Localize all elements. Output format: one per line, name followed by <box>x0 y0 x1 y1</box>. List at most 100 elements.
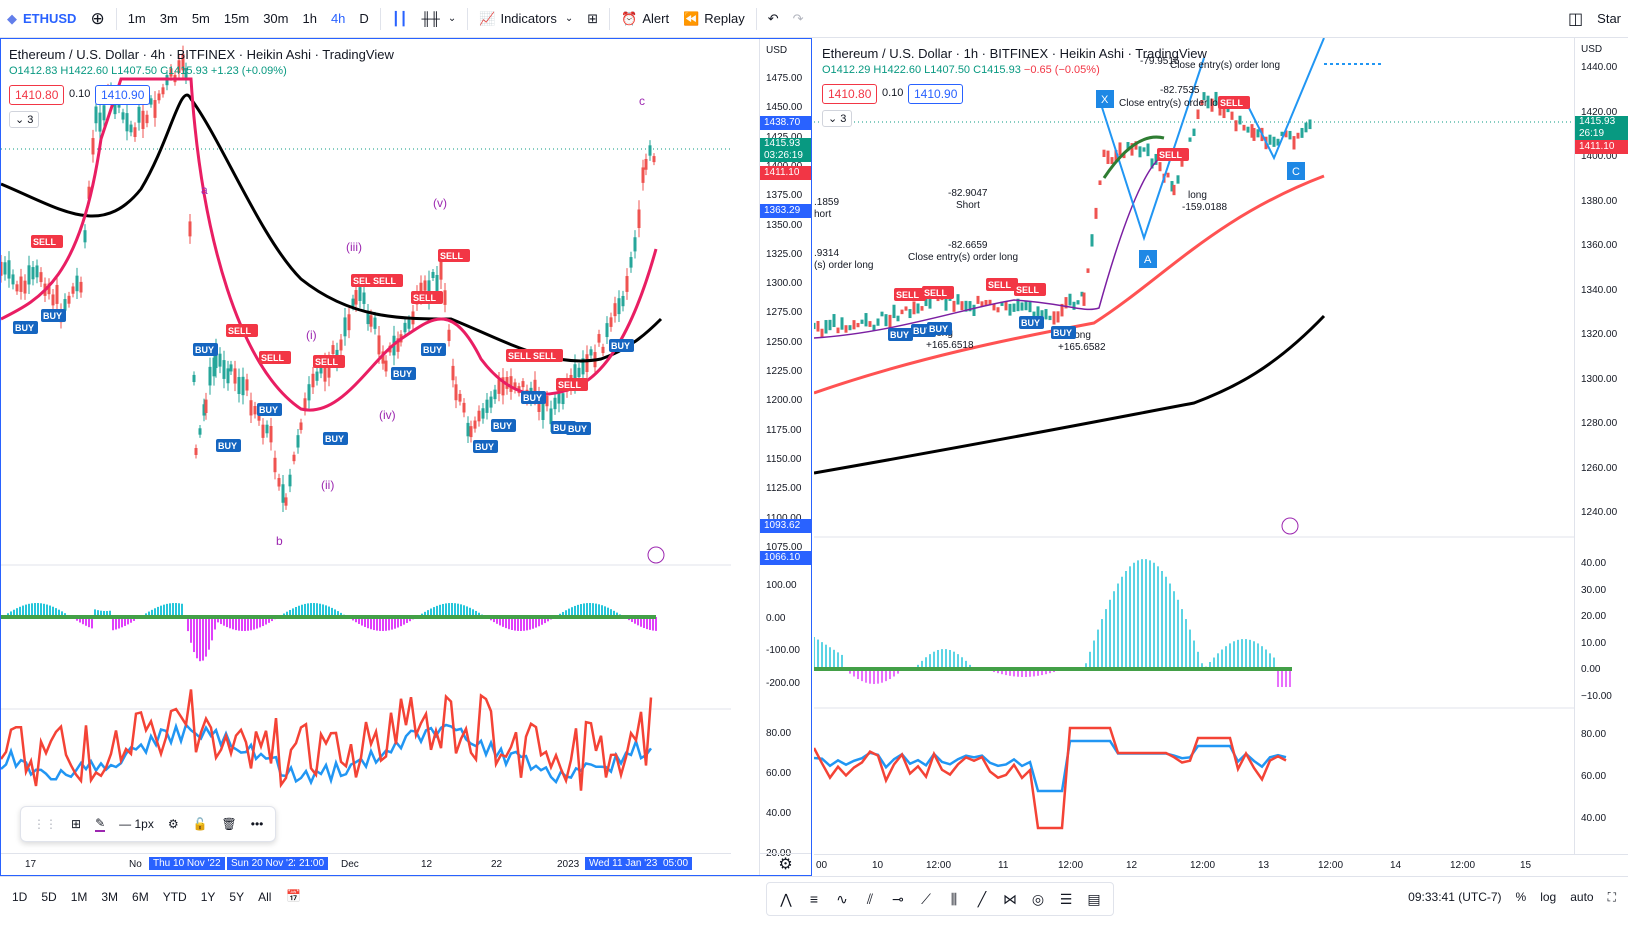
fib-tool-icon[interactable]: ≡ <box>809 891 819 907</box>
clock-readout[interactable]: 09:33:41 (UTC-7) <box>1408 890 1502 904</box>
range-5d[interactable]: 5D <box>41 890 57 904</box>
sell-price-button[interactable]: 1410.80 <box>822 84 878 104</box>
candle-body <box>880 311 884 317</box>
hline-tool-icon[interactable]: ⊸ <box>892 891 904 907</box>
range-1d[interactable]: 1D <box>12 890 28 904</box>
histogram-bar <box>169 603 171 617</box>
candle-body <box>1202 92 1206 101</box>
histogram-bar <box>250 617 252 631</box>
candle-body <box>7 260 11 279</box>
table-tool-icon[interactable]: ▤ <box>1087 891 1101 907</box>
candle-body <box>284 497 288 506</box>
wave-tool-icon[interactable]: ∿ <box>836 891 848 907</box>
candle-body <box>384 360 388 372</box>
fullscreen-icon[interactable]: ⛶ <box>1607 890 1616 904</box>
circle-tool-icon[interactable]: ◎ <box>1031 891 1045 907</box>
right-chart-panel[interactable]: X A C -82.9047 Short -82.6659 Close entry(s) o… <box>814 38 1628 876</box>
candle-body <box>31 267 35 280</box>
star-button[interactable]: Star <box>1590 0 1628 38</box>
sell-price-button[interactable]: 1410.80 <box>9 85 65 105</box>
range-1y[interactable]: 1Y <box>200 890 216 904</box>
buy-price-button[interactable]: 1410.90 <box>908 84 964 104</box>
histogram-bar <box>109 610 111 617</box>
calendar-goto-icon[interactable]: 📅 <box>286 889 301 903</box>
wave-label: (iv) <box>379 408 396 422</box>
right-price-axis[interactable]: USD 1440.00 1420.00 1400.00 1380.00 1360.00 1… <box>1574 38 1628 854</box>
candle-body <box>327 360 331 378</box>
candle-body <box>184 67 188 79</box>
more-icon[interactable]: ••• <box>250 817 264 831</box>
left-time-axis[interactable]: 17 No Dec 12 22 2023 Thu 10 Nov '22 Sun 20 Nov … <box>1 853 731 875</box>
histogram-bar <box>388 617 390 631</box>
drag-handle-icon[interactable]: ⋮⋮ <box>33 817 57 831</box>
indicator-count: 3 <box>840 113 847 125</box>
histogram-bar <box>358 617 360 624</box>
range-3m[interactable]: 3M <box>101 890 119 904</box>
candle-body <box>1296 132 1300 139</box>
channel-tool-icon[interactable]: ⫽ <box>866 891 874 907</box>
interval-3m[interactable]: 3m <box>159 11 178 26</box>
trash-icon[interactable]: 🗑 <box>221 817 237 831</box>
left-chart-panel[interactable]: (i) (ii) (iii) (iv) (v) a b c BUY BUY BUY BUY BUY BUY… <box>0 38 812 876</box>
candle-body <box>597 334 601 343</box>
trend-line-icon[interactable]: ╱ <box>977 891 987 907</box>
interval-4h[interactable]: 4h <box>330 11 346 26</box>
log-scale-toggle[interactable]: log <box>1540 890 1557 904</box>
indicators-button[interactable]: 📈 Indicators ⌄ <box>472 0 580 38</box>
interval-5m[interactable]: 5m <box>191 11 210 26</box>
histogram-bar <box>595 603 597 617</box>
histogram-bar <box>427 610 429 617</box>
xabcd-tool-icon[interactable]: ⋈ <box>1003 891 1017 907</box>
ray-tool-icon[interactable]: ⟋ <box>921 891 931 907</box>
left-chart-canvas[interactable]: (i)(ii)(iii)(iv)(v)abcBUYBUYBUYBUYBUYBUY… <box>1 39 731 855</box>
pitchfork-tool-icon[interactable]: ⫼ <box>950 891 958 907</box>
price-label: 1363.29 <box>760 204 811 218</box>
right-time-axis[interactable]: 00 10 12:00 11 12:00 12 12:00 13 12:00 14 12:00 15 <box>814 854 1628 876</box>
interval-1h[interactable]: 1h <box>302 11 317 26</box>
candle-style-button[interactable]: ╫╫ ⌄ <box>414 0 463 38</box>
pencil-icon[interactable]: ✎ <box>95 816 106 832</box>
range-all[interactable]: All <box>258 890 272 904</box>
bar-style-button[interactable]: ┃┃ <box>385 0 415 38</box>
fib-ext-tool-icon[interactable]: ☰ <box>1059 891 1073 907</box>
candle-body <box>362 292 366 304</box>
candle-body <box>637 209 641 229</box>
interval-30m[interactable]: 30m <box>263 11 289 26</box>
indicator-collapse-button[interactable]: ⌄ 3 <box>822 110 853 127</box>
time-tick: 17 <box>25 859 37 870</box>
indicator-collapse-button[interactable]: ⌄ 3 <box>9 111 40 128</box>
price-tick: 1475.00 <box>766 73 803 84</box>
layout-split-button[interactable]: ◫ <box>1561 0 1590 38</box>
candle-body <box>1276 138 1280 146</box>
buy-price-button[interactable]: 1410.90 <box>95 85 151 105</box>
histogram-bar <box>94 609 96 617</box>
candle-body <box>1280 131 1284 137</box>
symbol-search[interactable]: ◆ ETHUSD <box>0 0 83 38</box>
left-price-axis[interactable]: USD 1475.001450.001425.001400.001375.001… <box>759 39 811 859</box>
redo-button[interactable]: ↷ <box>786 0 811 38</box>
auto-scale-toggle[interactable]: auto <box>1570 890 1594 904</box>
range-ytd[interactable]: YTD <box>162 890 187 904</box>
range-6m[interactable]: 6M <box>132 890 149 904</box>
close-value: C1415.93 <box>160 65 208 77</box>
candle-body <box>1252 127 1256 141</box>
settings-gear-icon[interactable]: ⚙ <box>167 817 179 831</box>
chart-settings-button[interactable]: ⚙ <box>759 853 811 875</box>
candle-body <box>91 138 95 155</box>
range-5y[interactable]: 5Y <box>229 890 245 904</box>
interval-15m[interactable]: 15m <box>223 11 250 26</box>
pattern-tool-icon[interactable]: ⋀ <box>780 891 792 907</box>
interval-D[interactable]: D <box>359 11 369 26</box>
line-width-button[interactable]: — 1px <box>119 817 154 831</box>
interval-1m[interactable]: 1m <box>127 11 146 26</box>
alert-button[interactable]: ⏰ Alert <box>614 0 676 38</box>
template-icon[interactable]: ⊞ <box>71 817 82 831</box>
percent-scale-toggle[interactable]: % <box>1515 890 1527 904</box>
undo-button[interactable]: ↶ <box>761 0 786 38</box>
layouts-button[interactable]: ⊞ <box>580 0 605 38</box>
range-1m[interactable]: 1M <box>70 890 88 904</box>
lock-icon[interactable]: 🔓 <box>192 817 208 831</box>
compare-button[interactable]: ⊕ <box>83 0 111 38</box>
replay-button[interactable]: ⏪ Replay <box>676 0 752 38</box>
